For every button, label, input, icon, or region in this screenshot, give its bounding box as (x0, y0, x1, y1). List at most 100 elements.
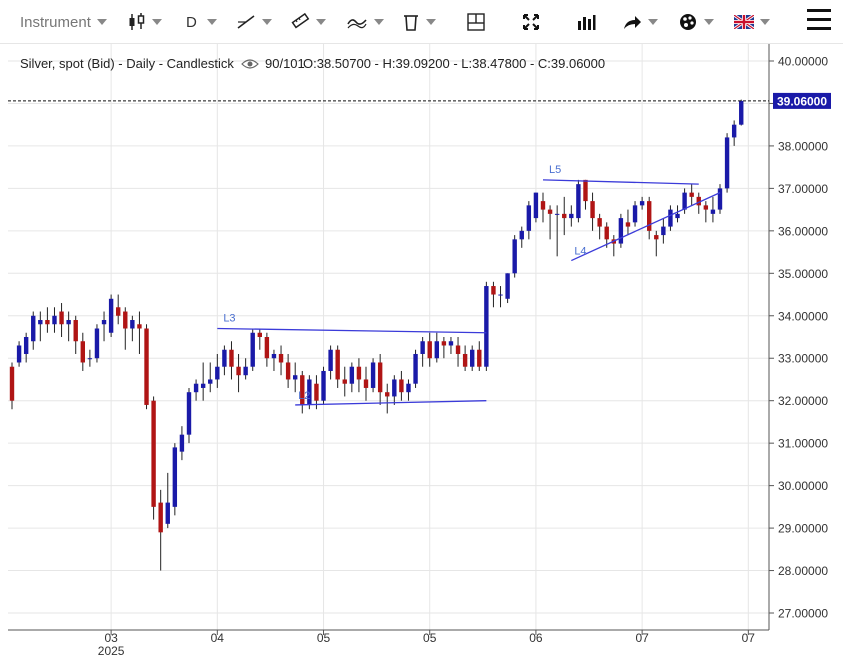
language-dropdown[interactable] (734, 0, 770, 44)
x-tick-label: 07 (635, 631, 649, 645)
candle (314, 375, 319, 410)
trendline-segment[interactable] (571, 192, 721, 262)
candle-body-down (647, 201, 652, 231)
hamburger-menu-icon[interactable] (807, 9, 831, 31)
candle (16, 341, 22, 367)
candle-body-up (717, 188, 723, 210)
candle-body-up (52, 315, 57, 325)
y-tick-label: 28.00000 (778, 564, 828, 578)
candle-body-down (229, 349, 234, 367)
candle (731, 120, 737, 146)
y-tick-label: 34.00000 (778, 309, 828, 323)
price-axis[interactable]: 40.0000039.0000038.0000037.0000036.00000… (768, 44, 828, 630)
trendline-l3[interactable]: L3 (217, 313, 487, 334)
candle (356, 358, 362, 393)
last-price-marker: 39.06000 (8, 92, 831, 109)
candle (377, 353, 383, 405)
candle-body-up (675, 213, 680, 219)
indicators-dropdown[interactable] (346, 0, 384, 44)
x-tick-label: 04 (211, 631, 225, 645)
draw-line-icon (237, 15, 255, 29)
candle-body-down (314, 383, 319, 401)
measure-dropdown[interactable] (290, 0, 326, 44)
candlestick-chart[interactable]: L3 L2 L5 L4 40.0000039.0000038.0000037.0000… (0, 44, 843, 661)
y-tick-label: 35.00000 (778, 267, 828, 281)
candle (682, 188, 687, 214)
candle-body-up (682, 192, 687, 210)
candle (540, 192, 546, 223)
candle-body-up (731, 124, 737, 138)
volume-button[interactable] (576, 0, 596, 44)
share-dropdown[interactable] (622, 0, 658, 44)
candle-body-down (377, 362, 383, 393)
chart-area[interactable]: L3 L2 L5 L4 40.0000039.0000038.0000037.0000… (0, 44, 843, 661)
instrument-dropdown[interactable]: Instrument (20, 0, 107, 44)
candle-body-up (406, 383, 411, 393)
candle-body-up (101, 320, 107, 325)
candle-body-up (179, 434, 185, 452)
candle-body-up (434, 341, 439, 359)
candle (193, 379, 199, 401)
candle (236, 353, 241, 393)
candle-body-up (569, 213, 574, 219)
theme-dropdown[interactable] (678, 0, 714, 44)
candle (222, 345, 227, 376)
chart-grid (8, 44, 769, 630)
candle-body-down (625, 222, 631, 227)
y-tick-label: 32.00000 (778, 394, 828, 408)
trendline-l5[interactable]: L5 (542, 164, 699, 185)
trendline-l4[interactable]: L4 (571, 192, 721, 262)
share-icon (624, 16, 641, 29)
trendline-label: L3 (223, 313, 235, 325)
candle-body-up (668, 209, 673, 227)
draw-line-dropdown[interactable] (236, 0, 272, 44)
trendline-segment[interactable] (542, 179, 699, 185)
trendline-segment[interactable] (217, 327, 487, 334)
candle-body-up (130, 320, 135, 329)
trendline-segment[interactable] (295, 400, 487, 406)
crosshair-button[interactable] (466, 0, 486, 44)
candle-body-up (576, 184, 581, 219)
candle-body-down (59, 311, 64, 325)
candle (739, 99, 744, 126)
candle (300, 370, 305, 414)
candle-body-up (519, 230, 524, 240)
candle (293, 362, 298, 393)
candle-body-down (144, 328, 149, 405)
candle-body-up (413, 353, 418, 384)
visibility-eye-icon[interactable] (241, 59, 259, 69)
candle (38, 311, 43, 342)
candle-body-up (321, 370, 326, 401)
candle (462, 345, 468, 371)
period-dropdown[interactable]: D (186, 0, 217, 44)
ohlc-readout: O:38.50700 - H:39.09200 - L:38.47800 - C… (303, 56, 605, 71)
candle-body-up (370, 362, 376, 388)
fullscreen-button[interactable] (522, 0, 540, 44)
candle-body-down (427, 341, 432, 359)
fullscreen-icon (523, 14, 539, 30)
candle-body-up (470, 349, 475, 367)
trendline-drawings[interactable]: L3 L2 L5 L4 (217, 164, 721, 406)
candle-body-up (498, 294, 503, 296)
x-tick-year-label: 2025 (98, 644, 125, 658)
candle (59, 303, 64, 337)
chevron-down-icon (648, 19, 658, 25)
candle (519, 226, 524, 248)
candle-body-up (165, 502, 170, 524)
candle (590, 192, 595, 231)
candle (264, 332, 270, 367)
candle-body-down (477, 349, 482, 367)
candle (689, 184, 694, 206)
candle-body-up (250, 332, 255, 367)
delete-dropdown[interactable] (402, 0, 436, 44)
candle (399, 370, 404, 401)
trendline-l2[interactable]: L2 (295, 390, 487, 406)
candle (526, 201, 532, 240)
candle (675, 205, 680, 223)
chart-type-dropdown[interactable] (128, 0, 162, 44)
candle-body-down (696, 196, 701, 206)
candle (45, 307, 50, 333)
candle (455, 337, 461, 367)
candle (604, 222, 609, 248)
